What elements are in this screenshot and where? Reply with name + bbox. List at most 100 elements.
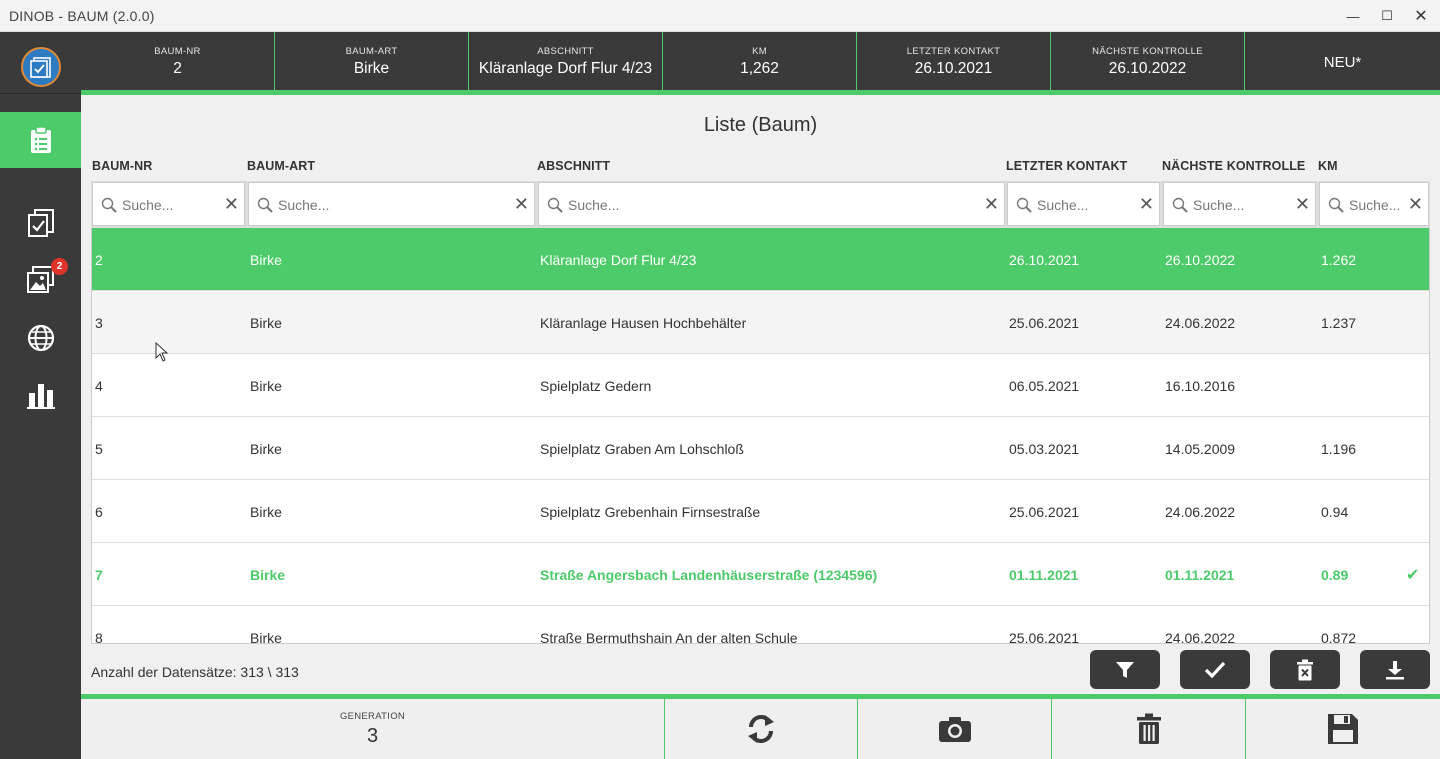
search-input[interactable] [1349,195,1409,215]
clear-icon[interactable]: ✕ [1407,194,1423,214]
save-button[interactable] [1246,699,1440,759]
cell-baum-nr: 3 [95,315,103,331]
column-header-baum-art[interactable]: BAUM-ART [247,159,316,173]
table-row[interactable]: 3 Birke Kläranlage Hausen Hochbehälter 2… [92,291,1429,354]
header-value: 26.10.2021 [914,60,993,77]
confirm-button[interactable] [1180,650,1250,689]
new-record-button[interactable]: NEU* [1245,32,1440,92]
header-naechste-kontrolle: NÄCHSTE KONTROLLE 26.10.2022 [1051,32,1245,92]
table-row[interactable]: 8 Birke Straße Bermuthshain An der alten… [92,606,1429,644]
minimize-button[interactable]: — [1336,0,1370,32]
photos-icon [26,266,54,293]
sidebar-item-photos[interactable]: 2 [0,258,81,302]
sidebar-item-statistics[interactable] [0,373,81,417]
table-row[interactable]: 4 Birke Spielplatz Gedern 06.05.2021 16.… [92,354,1429,417]
filter-button[interactable] [1090,650,1160,689]
cell-naechste-kontrolle: 16.10.2016 [1165,378,1236,394]
filter-km: ✕ [1319,182,1429,226]
clear-icon[interactable]: ✕ [1294,194,1310,214]
cell-abschnitt: Kläranlage Dorf Flur 4/23 [540,252,697,268]
filter-baum-art: ✕ [248,182,535,226]
cell-baum-art: Birke [250,441,282,457]
camera-button[interactable] [858,699,1052,759]
header-label: KM [752,46,767,57]
sidebar-divider [0,93,81,94]
cell-naechste-kontrolle: 14.05.2009 [1165,441,1236,457]
search-icon [547,197,563,213]
filter-letzter-kontakt: ✕ [1007,182,1160,226]
clear-icon[interactable]: ✕ [223,194,239,214]
download-icon [1386,660,1404,679]
table-row[interactable]: 7 Birke Straße Angersbach Landenhäuserst… [92,543,1429,606]
search-icon [1328,197,1344,213]
cell-abschnitt: Spielplatz Gedern [540,378,652,394]
maximize-button[interactable]: ☐ [1370,0,1404,32]
search-input[interactable] [1193,195,1299,215]
refresh-button[interactable] [665,699,858,759]
checklist-stack-icon [27,209,54,237]
filter-naechste-kontrolle: ✕ [1163,182,1316,226]
footer-accent-bar [81,694,1440,699]
cell-baum-nr: 4 [95,378,103,394]
sidebar-item-checks[interactable] [0,201,81,245]
cell-abschnitt: Straße Bermuthshain An der alten Schule [540,630,798,644]
filter-abschnitt: ✕ [538,182,1005,226]
cell-naechste-kontrolle: 24.06.2022 [1165,630,1236,644]
record-header: BAUM-NR 2 BAUM-ART Birke ABSCHNITT Klära… [81,32,1440,92]
clear-icon[interactable]: ✕ [513,194,529,214]
delete-button[interactable] [1052,699,1246,759]
logo-clipboard-icon [30,57,51,78]
cell-km: 1.262 [1321,252,1357,268]
cell-abschnitt: Spielplatz Grebenhain Firnsestraße [540,504,761,520]
table-row[interactable]: 2 Birke Kläranlage Dorf Flur 4/23 26.10.… [92,228,1429,291]
header-letzter-kontakt: LETZTER KONTAKT 26.10.2021 [857,32,1051,92]
cell-baum-art: Birke [250,630,282,644]
cell-naechste-kontrolle: 26.10.2022 [1165,252,1236,268]
footer-toolbar: GENERATION 3 [81,699,1440,759]
table-row[interactable]: 5 Birke Spielplatz Graben Am Lohschloß 0… [92,417,1429,480]
cell-baum-art: Birke [250,315,282,331]
search-input[interactable] [278,195,478,215]
maximize-icon: ☐ [1381,8,1393,23]
cell-letzter-kontakt: 06.05.2021 [1009,378,1080,394]
cell-baum-art: Birke [250,504,282,520]
sidebar-item-map[interactable] [0,316,81,360]
app-logo[interactable] [21,47,61,87]
header-baum-nr: BAUM-NR 2 [81,32,275,92]
header-label: NÄCHSTE KONTROLLE [1092,46,1203,57]
close-button[interactable]: ✕ [1404,0,1438,32]
search-input[interactable] [122,195,228,215]
clear-icon[interactable]: ✕ [983,194,999,214]
save-icon [1328,714,1358,744]
search-icon [1172,197,1188,213]
search-input[interactable] [568,195,894,215]
column-header-baum-nr[interactable]: BAUM-NR [92,159,153,173]
search-icon [257,197,273,213]
clear-filter-button[interactable] [1270,650,1340,689]
header-baum-art: BAUM-ART Birke [275,32,469,92]
cell-abschnitt: Spielplatz Graben Am Lohschloß [540,441,744,457]
page-title: Liste (Baum) [703,114,818,136]
cell-letzter-kontakt: 25.06.2021 [1009,630,1080,644]
cell-baum-nr: 6 [95,504,103,520]
column-header-km[interactable]: KM [1318,159,1338,173]
column-header-abschnitt[interactable]: ABSCHNITT [537,159,611,173]
cell-km: 1.237 [1321,315,1357,331]
clear-icon[interactable]: ✕ [1138,194,1154,214]
table-row[interactable]: 6 Birke Spielplatz Grebenhain Firnsestra… [92,480,1429,543]
checked-icon: ✔ [1406,567,1420,584]
column-header-letzter-kontakt[interactable]: LETZTER KONTAKT [1006,159,1128,173]
record-count: Anzahl der Datensätze: 313 \ 313 [91,664,299,680]
cell-naechste-kontrolle: 01.11.2021 [1165,567,1235,583]
globe-icon [27,324,54,352]
cell-baum-art: Birke [250,252,282,268]
search-input[interactable] [1037,195,1143,215]
header-label: ABSCHNITT [537,46,594,57]
close-icon: ✕ [1414,8,1428,25]
cell-letzter-kontakt: 25.06.2021 [1009,504,1080,520]
download-button[interactable] [1360,650,1430,689]
funnel-icon [1116,661,1134,678]
sidebar-item-list[interactable] [0,112,81,168]
trash-icon [1136,713,1161,744]
column-header-naechste-kontrolle[interactable]: NÄCHSTE KONTROLLE [1162,159,1306,173]
